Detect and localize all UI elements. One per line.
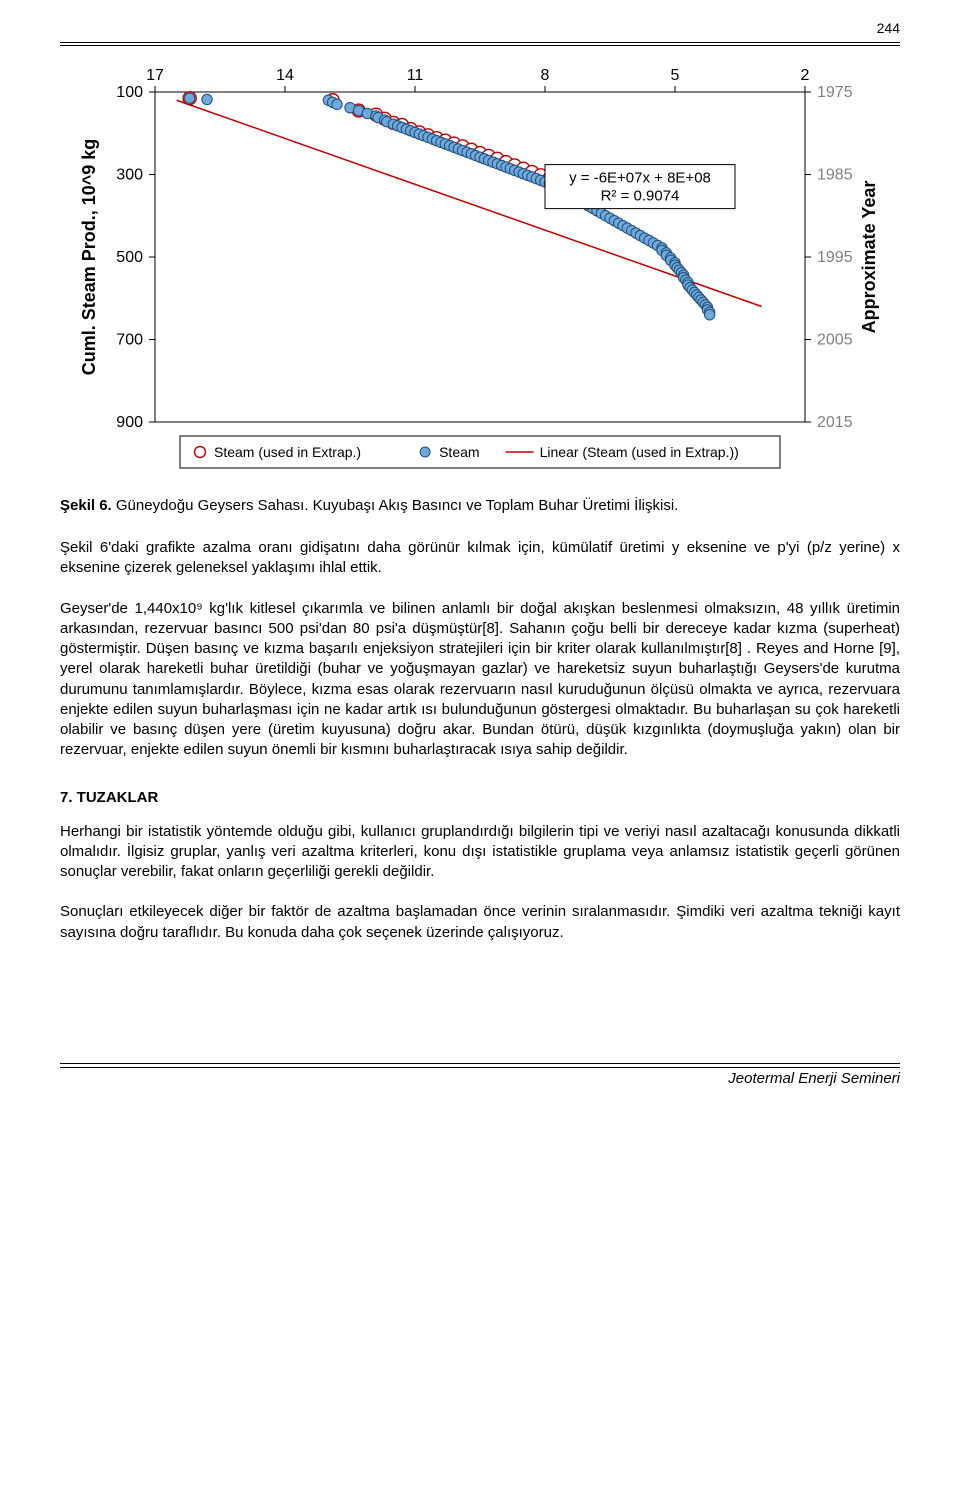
figure-label: Şekil 6. — [60, 497, 112, 514]
paragraph-1: Şekil 6'daki grafikte azalma oranı gidiş… — [60, 538, 900, 579]
paragraph-2: Geyser'de 1,440x10⁹ kg'lık kitlesel çıka… — [60, 599, 900, 761]
paragraph-3: Herhangi bir istatistik yöntemde olduğu … — [60, 822, 900, 883]
page-footer: Jeotermal Enerji Semineri — [60, 1063, 900, 1087]
svg-text:1975: 1975 — [817, 84, 853, 101]
svg-text:Steam: Steam — [439, 444, 479, 460]
svg-text:900: 900 — [116, 414, 143, 431]
svg-text:1995: 1995 — [817, 249, 853, 266]
svg-text:5: 5 — [671, 67, 680, 84]
section-heading: 7. TUZAKLAR — [60, 789, 900, 806]
svg-text:2005: 2005 — [817, 332, 853, 349]
svg-text:y = -6E+07x + 8E+08: y = -6E+07x + 8E+08 — [569, 170, 711, 187]
svg-text:11: 11 — [407, 67, 424, 84]
svg-text:R² = 0.9074: R² = 0.9074 — [601, 188, 680, 205]
svg-text:17: 17 — [146, 67, 164, 84]
svg-text:700: 700 — [116, 332, 143, 349]
scatter-chart-svg: 17 14 11 8 5 2 100 300 500 700 900 1975 1985 1995 2005… — [60, 57, 900, 487]
paragraph-4: Sonuçları etkileyecek diğer bir faktör d… — [60, 902, 900, 943]
svg-text:300: 300 — [116, 167, 143, 184]
svg-text:8: 8 — [541, 67, 550, 84]
svg-text:Approximate Year: Approximate Year — [859, 181, 879, 334]
figure-6-chart: 17 14 11 8 5 2 100 300 500 700 900 1975 1985 1995 2005… — [60, 57, 900, 487]
page-number: 244 — [877, 20, 900, 36]
svg-text:Steam (used in Extrap.): Steam (used in Extrap.) — [214, 444, 361, 460]
svg-text:Linear (Steam (used in Extrap.: Linear (Steam (used in Extrap.)) — [540, 444, 739, 460]
svg-text:2015: 2015 — [817, 414, 853, 431]
figure-caption-text: Güneydoğu Geysers Sahası. Kuyubaşı Akış … — [112, 497, 679, 514]
svg-text:100: 100 — [116, 84, 143, 101]
svg-text:2: 2 — [801, 67, 810, 84]
svg-text:1985: 1985 — [817, 167, 853, 184]
svg-text:14: 14 — [276, 67, 294, 84]
figure-caption: Şekil 6. Güneydoğu Geysers Sahası. Kuyub… — [60, 497, 900, 514]
page-header: 244 — [60, 20, 900, 43]
svg-text:Cuml. Steam Prod., 10^9 kg: Cuml. Steam Prod., 10^9 kg — [79, 139, 99, 376]
svg-text:500: 500 — [116, 249, 143, 266]
